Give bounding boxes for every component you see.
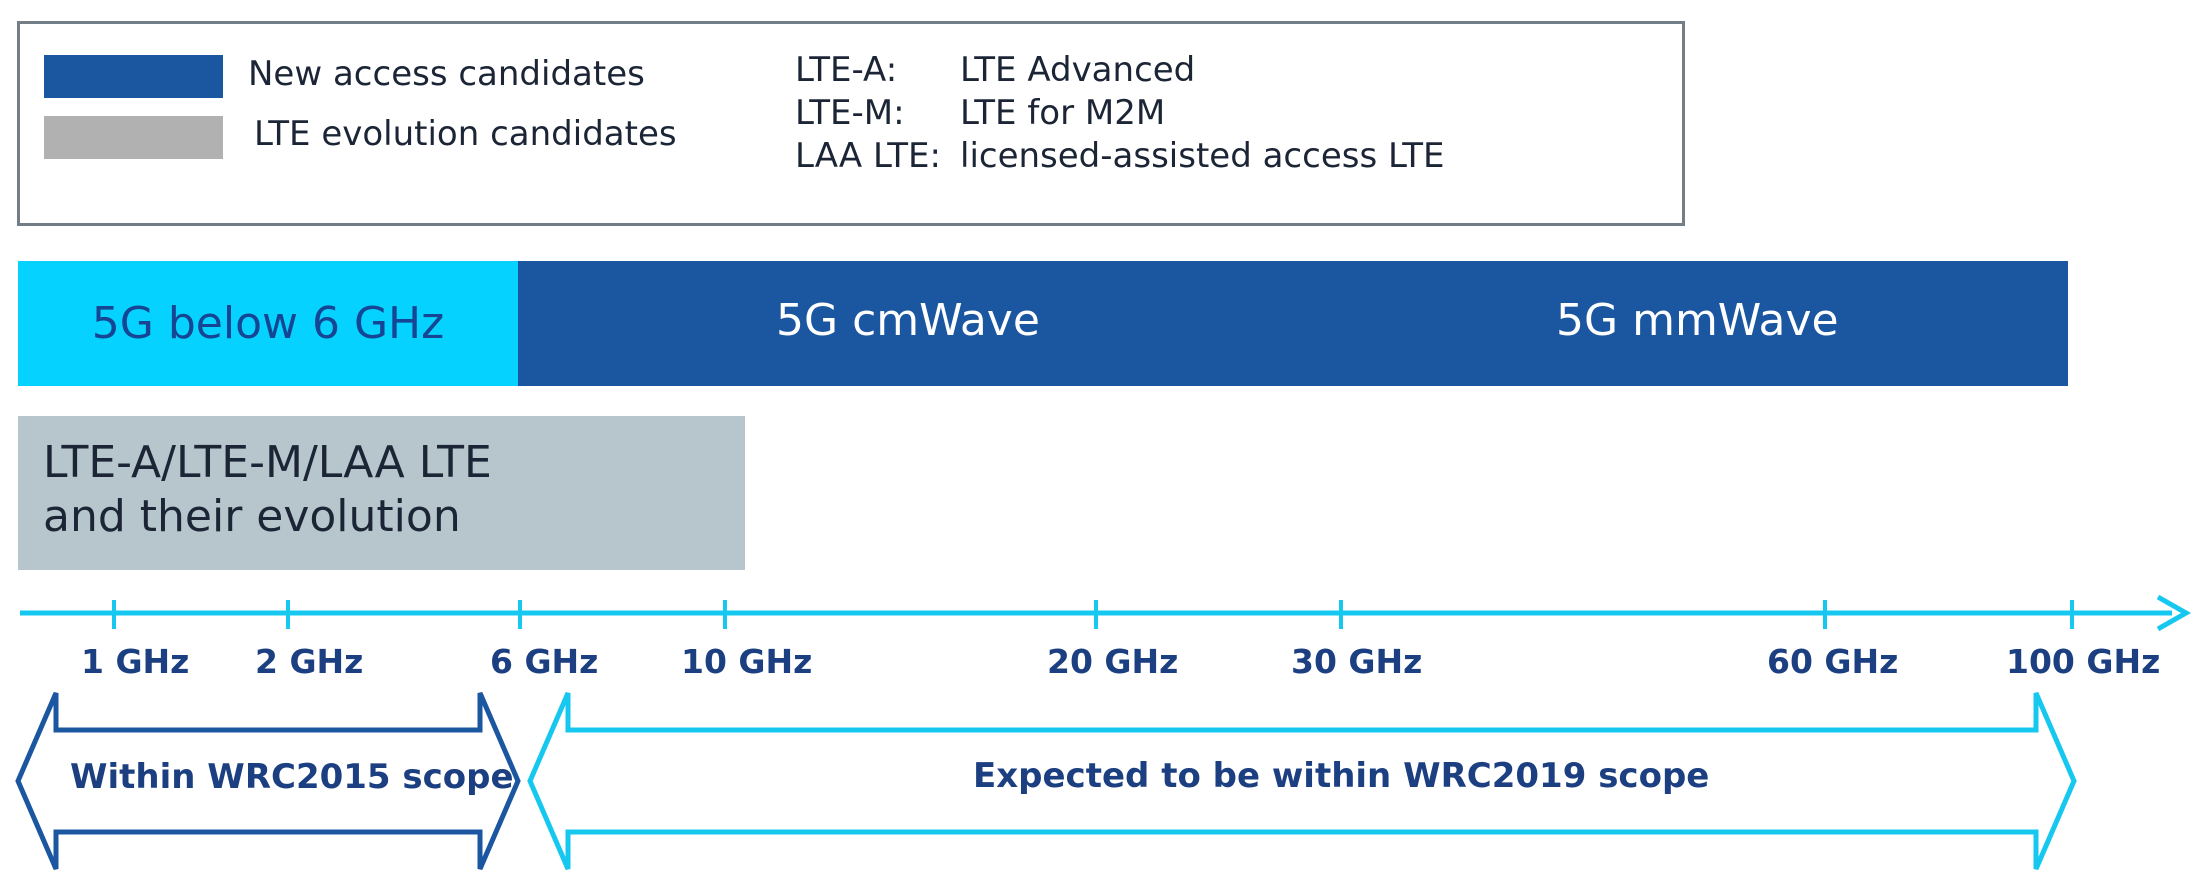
band-5g-below-6ghz: 5G below 6 GHz xyxy=(18,261,518,386)
abbreviation-key: LTE-M: xyxy=(795,93,905,133)
tick-label-1ghz: 1 GHz xyxy=(81,642,190,681)
tick-label-6ghz: 6 GHz xyxy=(490,642,599,681)
legend-swatch-new-access xyxy=(44,55,223,98)
legend-swatch-lte-evolution xyxy=(44,116,223,159)
legend-label-new-access: New access candidates xyxy=(248,54,645,94)
abbreviation-value: LTE for M2M xyxy=(960,93,1166,133)
legend-box xyxy=(17,21,1685,226)
tick-label-10ghz: 10 GHz xyxy=(681,642,813,681)
tick-label-30ghz: 30 GHz xyxy=(1291,642,1423,681)
tick-label-100ghz: 100 GHz xyxy=(2006,642,2161,681)
abbreviation-value: LTE Advanced xyxy=(960,50,1196,90)
tick-label-2ghz: 2 GHz xyxy=(255,642,364,681)
band-5g-mmwave-label: 5G mmWave xyxy=(1556,295,1839,346)
tick-label-60ghz: 60 GHz xyxy=(1767,642,1899,681)
frequency-axis xyxy=(20,594,2192,632)
abbreviation-value: licensed-assisted access LTE xyxy=(960,136,1445,176)
wrc2015-scope-label: Within WRC2015 scope xyxy=(70,757,514,797)
band-5g-cmwave-mmwave xyxy=(518,261,2068,386)
lte-evolution-text: LTE-A/LTE-M/LAA LTE and their evolution xyxy=(43,436,492,544)
legend-label-lte-evolution: LTE evolution candidates xyxy=(254,114,677,154)
abbreviation-key: LAA LTE: xyxy=(795,136,941,176)
band-5g-cmwave-label: 5G cmWave xyxy=(776,295,1040,346)
lte-evolution-box xyxy=(18,416,745,570)
wrc2019-scope-arrow xyxy=(527,692,2077,870)
axis-arrowhead xyxy=(2156,594,2192,632)
wrc2015-scope-arrow xyxy=(15,692,521,870)
wrc2019-scope-label: Expected to be within WRC2019 scope xyxy=(973,756,1710,796)
tick-label-20ghz: 20 GHz xyxy=(1047,642,1179,681)
band-5g-below-6ghz-label: 5G below 6 GHz xyxy=(91,298,445,349)
lte-evolution-line-2: and their evolution xyxy=(43,491,461,542)
lte-evolution-line-1: LTE-A/LTE-M/LAA LTE xyxy=(43,437,492,488)
abbreviation-key: LTE-A: xyxy=(795,50,898,90)
